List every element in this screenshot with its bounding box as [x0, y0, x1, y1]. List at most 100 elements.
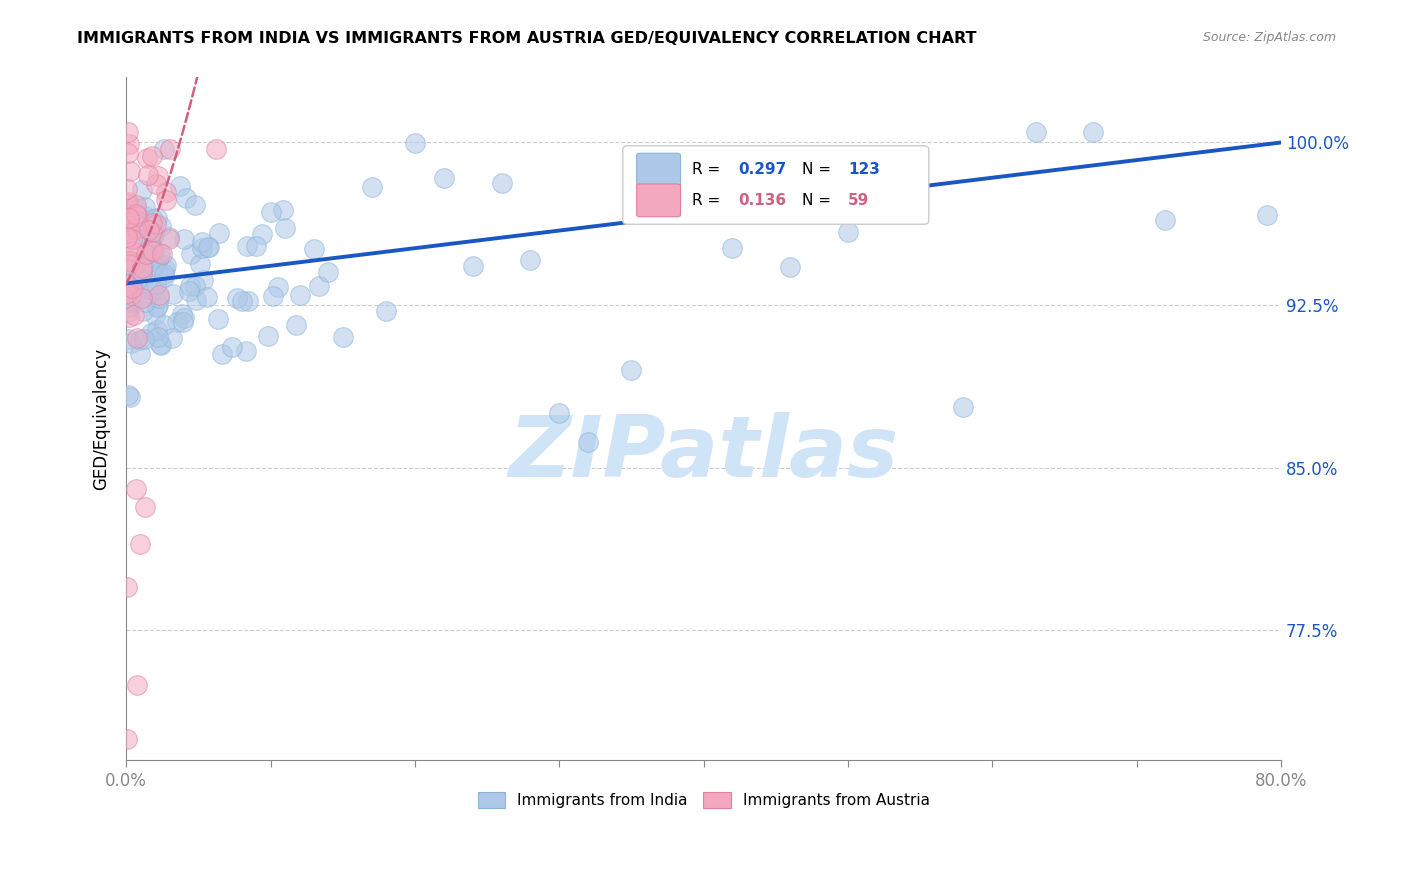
Point: [225, 291, 247, 305]
Point: [125, 198, 148, 212]
Point: [136, 168, 159, 182]
Point: [145, 177, 167, 191]
Point: [131, 291, 153, 305]
Point: [1025, 125, 1047, 139]
Text: R =: R =: [692, 162, 725, 178]
Point: [721, 241, 744, 255]
Point: [136, 282, 159, 296]
Point: [122, 244, 145, 258]
Point: [118, 256, 141, 270]
Legend: Immigrants from India, Immigrants from Austria: Immigrants from India, Immigrants from A…: [471, 786, 936, 814]
Text: 0.136: 0.136: [738, 193, 786, 208]
Point: [141, 216, 163, 230]
Point: [127, 331, 149, 345]
Point: [145, 218, 167, 232]
Point: [115, 731, 138, 746]
Point: [149, 245, 172, 260]
Point: [204, 142, 226, 156]
Point: [115, 223, 138, 237]
Point: [162, 287, 184, 301]
Point: [157, 232, 180, 246]
Point: [122, 269, 145, 284]
Point: [117, 223, 139, 237]
Point: [117, 388, 139, 402]
Text: 123: 123: [848, 162, 880, 178]
Point: [143, 226, 166, 240]
Point: [150, 219, 173, 233]
Point: [132, 271, 155, 285]
Point: [150, 247, 173, 261]
Text: ZIPatlas: ZIPatlas: [509, 411, 898, 494]
Point: [145, 277, 167, 292]
Text: Source: ZipAtlas.com: Source: ZipAtlas.com: [1202, 31, 1336, 45]
Point: [134, 201, 156, 215]
Point: [273, 203, 295, 218]
Text: R =: R =: [692, 193, 725, 208]
Point: [121, 281, 143, 295]
Point: [131, 303, 153, 318]
Point: [173, 311, 195, 326]
Point: [141, 149, 163, 163]
Point: [125, 677, 148, 691]
Point: [148, 250, 170, 264]
Point: [145, 308, 167, 322]
Point: [121, 232, 143, 246]
Point: [139, 326, 162, 341]
Point: [143, 259, 166, 273]
Point: [117, 195, 139, 210]
Point: [139, 237, 162, 252]
Point: [131, 265, 153, 279]
Point: [195, 290, 218, 304]
Point: [141, 226, 163, 240]
Point: [145, 300, 167, 314]
Point: [118, 211, 141, 225]
Point: [245, 238, 267, 252]
Text: N =: N =: [801, 193, 835, 208]
Point: [125, 483, 148, 497]
Point: [779, 260, 801, 274]
Point: [117, 305, 139, 319]
Point: [131, 260, 153, 274]
Point: [191, 273, 214, 287]
Point: [118, 390, 141, 404]
Point: [124, 230, 146, 244]
Point: [191, 235, 214, 249]
Point: [160, 331, 183, 345]
Point: [146, 211, 169, 226]
Point: [134, 332, 156, 346]
Point: [118, 226, 141, 240]
Point: [433, 171, 456, 186]
Point: [120, 163, 142, 178]
Point: [152, 270, 174, 285]
Point: [152, 267, 174, 281]
Point: [125, 207, 148, 221]
Point: [159, 143, 181, 157]
Point: [115, 580, 138, 594]
Point: [152, 318, 174, 332]
Point: [117, 125, 139, 139]
Point: [375, 303, 398, 318]
Point: [117, 211, 139, 226]
Point: [1256, 208, 1278, 222]
Point: [122, 276, 145, 290]
Point: [1083, 125, 1105, 139]
Point: [620, 363, 643, 377]
Point: [173, 231, 195, 245]
Point: [138, 251, 160, 265]
Point: [208, 226, 231, 240]
Point: [190, 241, 212, 255]
Point: [155, 259, 177, 273]
Point: [120, 335, 142, 350]
Point: [149, 337, 172, 351]
FancyBboxPatch shape: [623, 145, 929, 224]
Point: [207, 312, 229, 326]
Point: [131, 183, 153, 197]
Point: [136, 151, 159, 165]
Point: [231, 294, 253, 309]
Text: IMMIGRANTS FROM INDIA VS IMMIGRANTS FROM AUSTRIA GED/EQUIVALENCY CORRELATION CHA: IMMIGRANTS FROM INDIA VS IMMIGRANTS FROM…: [77, 31, 977, 46]
Point: [308, 279, 330, 293]
Point: [288, 288, 311, 302]
Point: [172, 315, 194, 329]
Point: [117, 310, 139, 324]
Point: [122, 308, 145, 322]
